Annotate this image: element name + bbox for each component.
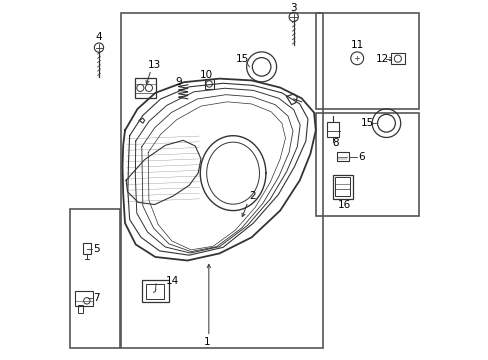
- Text: 8: 8: [332, 138, 338, 148]
- Bar: [142, 280, 168, 302]
- Bar: [326, 122, 339, 138]
- Bar: [390, 53, 404, 64]
- Text: 1: 1: [203, 337, 210, 347]
- Text: 7: 7: [93, 293, 100, 303]
- Text: ✓: ✓: [152, 289, 158, 294]
- Bar: [83, 243, 91, 255]
- Text: 3: 3: [290, 3, 296, 13]
- Bar: [121, 13, 322, 348]
- Bar: [335, 177, 349, 196]
- Text: 15: 15: [235, 54, 248, 64]
- Text: 10: 10: [200, 70, 213, 80]
- Text: 14: 14: [165, 276, 179, 286]
- Bar: [315, 13, 418, 109]
- Bar: [75, 291, 92, 306]
- Text: 5: 5: [93, 244, 99, 254]
- Bar: [70, 209, 120, 348]
- Text: 11: 11: [350, 40, 363, 50]
- Bar: [146, 284, 163, 299]
- Text: 15: 15: [360, 118, 373, 128]
- Bar: [78, 305, 82, 313]
- Text: 6: 6: [357, 152, 364, 162]
- Text: 13: 13: [148, 60, 161, 71]
- Text: 4: 4: [96, 32, 102, 42]
- Text: 2: 2: [248, 191, 255, 201]
- Text: 9: 9: [175, 77, 182, 87]
- Bar: [332, 175, 352, 199]
- Text: 12: 12: [375, 54, 388, 64]
- Text: 16: 16: [337, 199, 350, 210]
- Bar: [135, 77, 155, 98]
- Bar: [204, 79, 213, 89]
- Bar: [315, 113, 418, 216]
- Bar: [336, 153, 348, 161]
